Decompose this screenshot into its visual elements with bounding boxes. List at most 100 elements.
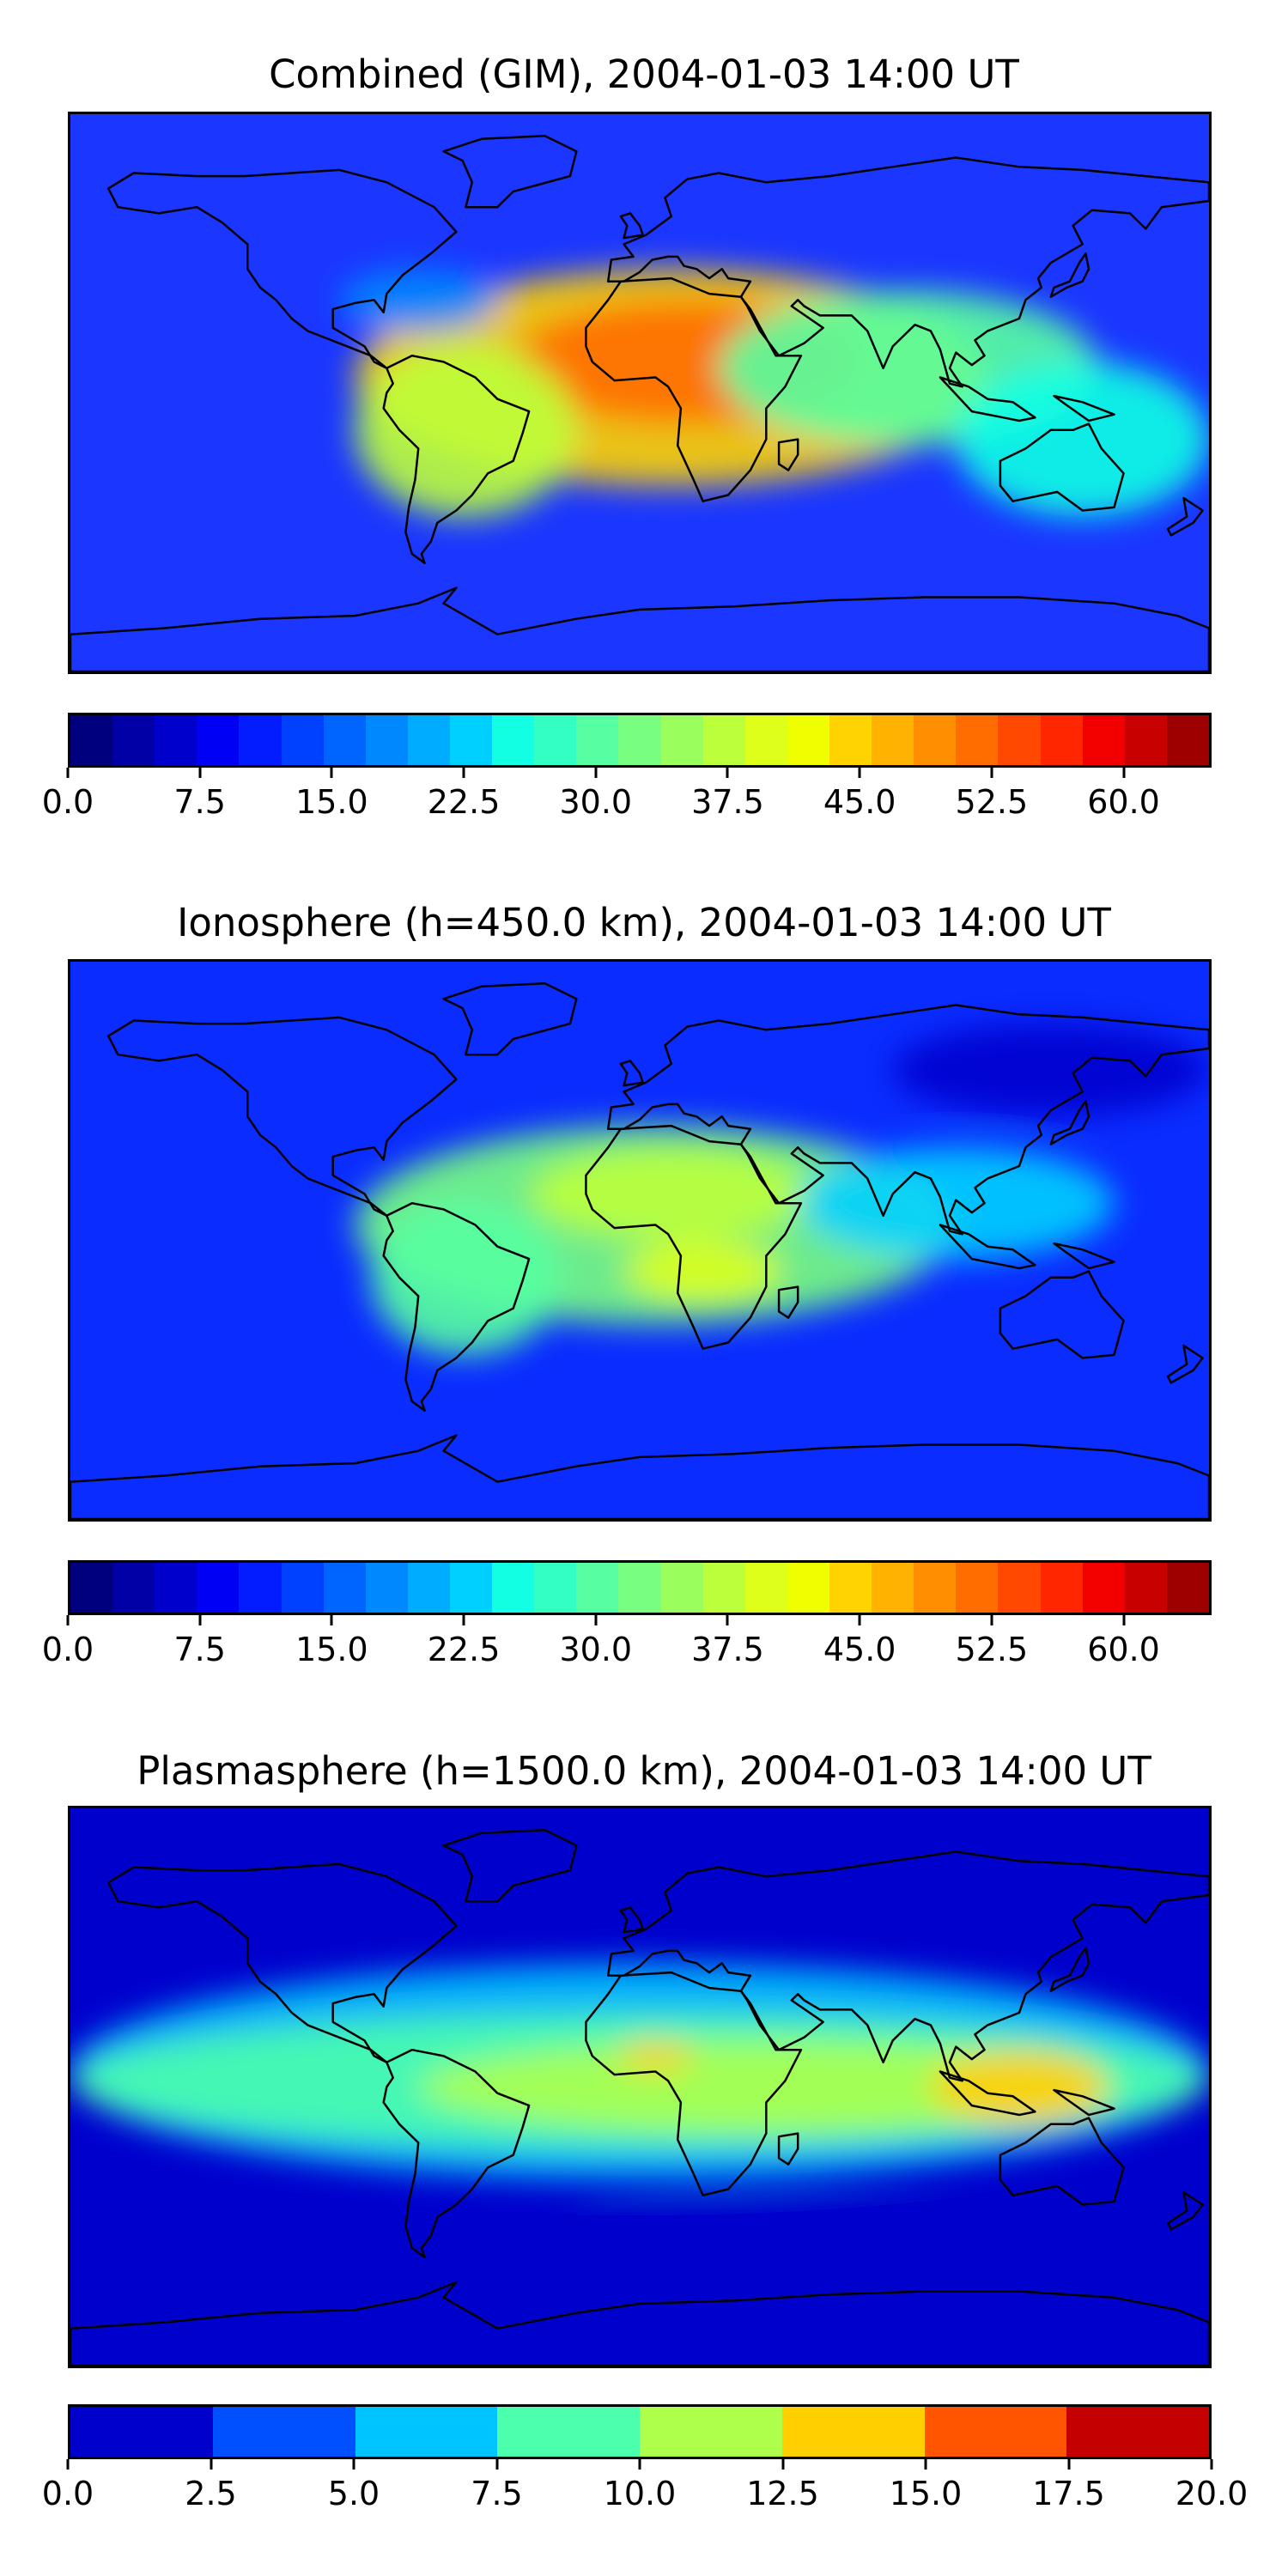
colorbar-tick xyxy=(924,2459,927,2470)
value-region-5 xyxy=(892,1024,1209,1117)
colorbar-tick xyxy=(781,2459,784,2470)
colorbar-tick-label: 7.5 xyxy=(471,2475,523,2512)
colorbar-segment xyxy=(781,2407,925,2457)
panel-2-colorbar xyxy=(68,1560,1212,1615)
colorbar-tick-label: 60.0 xyxy=(1087,1631,1160,1668)
colorbar-tick-label: 30.0 xyxy=(559,783,633,821)
coastline-eurasia xyxy=(606,156,1209,388)
colorbar-tick xyxy=(726,768,729,778)
coastline-japan xyxy=(1049,252,1091,298)
value-region-4 xyxy=(617,2040,694,2072)
coastline-madagascar xyxy=(777,438,799,471)
colorbar-tick-label: 37.5 xyxy=(691,783,764,821)
colorbar-tick-label: 7.5 xyxy=(173,783,226,821)
colorbar-segment xyxy=(70,715,113,765)
coastline-japan xyxy=(1049,1947,1091,1992)
colorbar-tick-label: 37.5 xyxy=(691,1631,764,1668)
colorbar-segment xyxy=(281,715,324,765)
colorbar-segment xyxy=(660,715,703,765)
panel-3-title: Plasmasphere (h=1500.0 km), 2004-01-03 1… xyxy=(137,1748,1151,1794)
colorbar-segment xyxy=(998,715,1041,765)
coastline-south-america xyxy=(382,354,531,565)
colorbar-tick xyxy=(352,2459,355,2470)
coastline-africa xyxy=(585,1971,803,2196)
coastline-australia xyxy=(999,2117,1125,2206)
colorbar-segment xyxy=(829,1563,872,1613)
colorbar-segment xyxy=(914,715,957,765)
colorbar-segment xyxy=(323,715,366,765)
coastline-australia xyxy=(999,1270,1125,1359)
colorbar-tick xyxy=(1122,768,1126,778)
colorbar-segment xyxy=(702,1563,745,1613)
colorbar-segment xyxy=(1166,1563,1209,1613)
coastline-new-guinea xyxy=(1053,394,1115,422)
colorbar-segment xyxy=(197,1563,240,1613)
colorbar-tick xyxy=(726,1615,729,1625)
colorbar-tick-label: 45.0 xyxy=(823,1631,896,1668)
colorbar-tick-label: 60.0 xyxy=(1087,783,1160,821)
colorbar-tick-label: 2.5 xyxy=(185,2475,237,2512)
panel-1-map xyxy=(68,112,1212,674)
coastline-greenland xyxy=(442,1828,578,1903)
coastline-greenland xyxy=(442,981,578,1056)
colorbar-segment xyxy=(1082,715,1125,765)
colorbar-segment xyxy=(497,2407,640,2457)
coastline-indonesia xyxy=(939,1224,1036,1270)
colorbar-tick-label: 7.5 xyxy=(173,1631,226,1668)
colorbar-tick xyxy=(462,768,465,778)
coastline-indonesia xyxy=(939,376,1036,422)
colorbar-segment xyxy=(1082,1563,1125,1613)
coastline-africa xyxy=(585,276,803,502)
colorbar-segment xyxy=(492,715,535,765)
colorbar-segment xyxy=(618,715,661,765)
colorbar-segment xyxy=(872,1563,914,1613)
colorbar-segment xyxy=(618,1563,661,1613)
colorbar-segment xyxy=(924,2407,1067,2457)
coastline-antarctica xyxy=(70,586,1209,671)
colorbar-segment xyxy=(914,1563,957,1613)
colorbar-segment xyxy=(365,1563,408,1613)
colorbar-segment xyxy=(407,1563,450,1613)
colorbar-segment xyxy=(212,2407,355,2457)
colorbar-tick xyxy=(594,1615,598,1625)
coastline-greenland xyxy=(442,134,578,209)
colorbar-segment xyxy=(576,715,619,765)
colorbar-tick xyxy=(1210,2459,1213,2470)
colorbar-segment xyxy=(787,715,829,765)
colorbar-tick xyxy=(66,2459,70,2470)
colorbar-tick-label: 20.0 xyxy=(1175,2475,1249,2512)
colorbar-tick xyxy=(1122,1615,1126,1625)
coastline-north-america xyxy=(106,168,458,369)
coastline-japan xyxy=(1049,1100,1091,1145)
coastline-new-guinea xyxy=(1053,2088,1115,2117)
coastline-north-america xyxy=(106,1862,458,2063)
colorbar-segment xyxy=(281,1563,324,1613)
colorbar-segment xyxy=(576,1563,619,1613)
coastline-antarctica xyxy=(70,1434,1209,1519)
colorbar-segment xyxy=(534,715,577,765)
colorbar-segment xyxy=(70,2407,213,2457)
value-region-4 xyxy=(956,361,1209,517)
colorbar-tick xyxy=(990,768,993,778)
colorbar-segment xyxy=(787,1563,829,1613)
panel-1-colorbar xyxy=(68,713,1212,768)
colorbar-tick xyxy=(198,768,202,778)
colorbar-segment xyxy=(112,715,155,765)
colorbar-segment xyxy=(239,1563,282,1613)
colorbar-tick-label: 52.5 xyxy=(955,1631,1029,1668)
colorbar-tick xyxy=(66,1615,70,1625)
map-svg xyxy=(70,962,1209,1519)
colorbar-segment xyxy=(323,1563,366,1613)
coastline-africa xyxy=(585,1124,803,1350)
coastline-north-america xyxy=(106,1016,458,1217)
colorbar-segment xyxy=(407,715,450,765)
colorbar-tick xyxy=(858,1615,861,1625)
colorbar-tick xyxy=(1067,2459,1070,2470)
colorbar-segment xyxy=(1124,715,1167,765)
coastline-eurasia xyxy=(606,1850,1209,2082)
coastlines xyxy=(70,1828,1209,2366)
colorbar-segment xyxy=(1124,1563,1167,1613)
coastline-uk xyxy=(619,212,644,240)
colorbar-segment xyxy=(155,1563,197,1613)
